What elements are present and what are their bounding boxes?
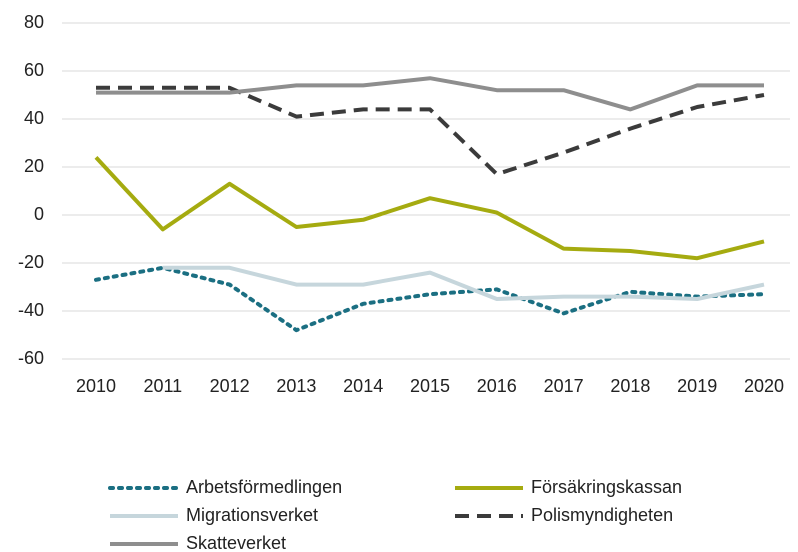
y-tick-label: -40 — [18, 300, 44, 320]
y-tick-label: 20 — [24, 156, 44, 176]
x-tick-label: 2015 — [410, 376, 450, 396]
legend-label: Polismyndigheten — [531, 505, 673, 525]
x-tick-label: 2017 — [544, 376, 584, 396]
y-tick-label: -20 — [18, 252, 44, 272]
y-tick-label: 0 — [34, 204, 44, 224]
y-tick-label: -60 — [18, 348, 44, 368]
x-tick-label: 2012 — [210, 376, 250, 396]
y-tick-label: 40 — [24, 108, 44, 128]
x-tick-label: 2011 — [143, 376, 182, 396]
y-tick-label: 80 — [24, 12, 44, 32]
y-tick-label: 60 — [24, 60, 44, 80]
x-tick-label: 2018 — [610, 376, 650, 396]
x-tick-label: 2013 — [276, 376, 316, 396]
legend-label: Arbetsförmedlingen — [186, 477, 342, 497]
series-line — [96, 76, 764, 112]
series-line — [162, 265, 765, 301]
legend-label: Försäkringskassan — [531, 477, 682, 497]
x-tick-label: 2016 — [477, 376, 517, 396]
legend-label: Skatteverket — [186, 533, 286, 552]
x-tick-label: 2020 — [744, 376, 784, 396]
x-tick-label: 2014 — [343, 376, 383, 396]
series-line — [94, 156, 765, 261]
series-line — [96, 85, 765, 177]
series-line — [94, 265, 766, 333]
x-tick-label: 2010 — [76, 376, 116, 396]
x-tick-label: 2019 — [677, 376, 717, 396]
legend-label: Migrationsverket — [186, 505, 318, 525]
